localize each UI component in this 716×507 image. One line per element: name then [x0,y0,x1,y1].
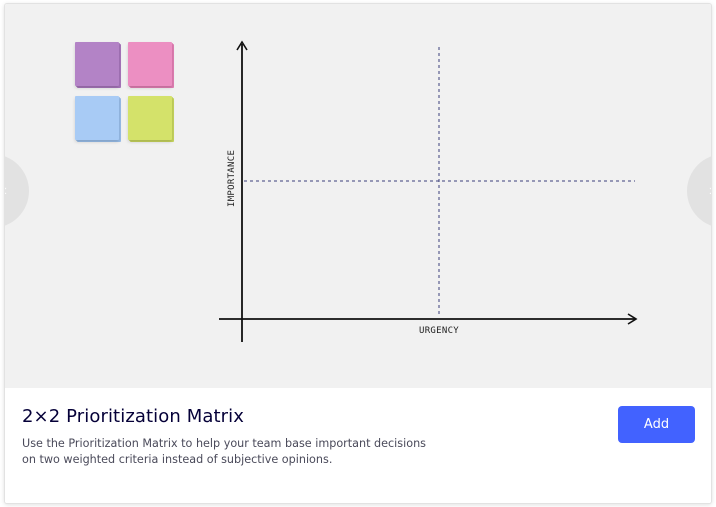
add-button[interactable]: Add [618,406,695,443]
chevron-left-icon: ‹ [5,183,7,199]
template-info: 2×2 Prioritization Matrix Use the Priori… [5,388,711,503]
chevron-right-icon: › [709,183,711,199]
template-description: Use the Prioritization Matrix to help yo… [22,437,426,466]
sticky-note-green [128,96,174,142]
sticky-note-pink [128,42,174,88]
sticky-sheet [128,42,172,86]
sticky-sheet [75,42,119,86]
template-card: ‹ › IMPORTANCE URGENCY 2×2 [4,3,712,504]
y-axis-arrowhead [236,40,248,51]
matrix-diagram: IMPORTANCE URGENCY [219,40,638,342]
sticky-note-purple [75,42,121,88]
y-axis-label: IMPORTANCE [227,150,237,207]
sticky-note-blue [75,96,121,142]
x-axis-label: URGENCY [419,326,459,336]
template-preview: ‹ › IMPORTANCE URGENCY [5,4,711,388]
sticky-sheet [75,96,119,140]
template-title: 2×2 Prioritization Matrix [22,406,244,427]
sticky-sheet [128,96,172,140]
x-axis-arrowhead [627,313,638,325]
